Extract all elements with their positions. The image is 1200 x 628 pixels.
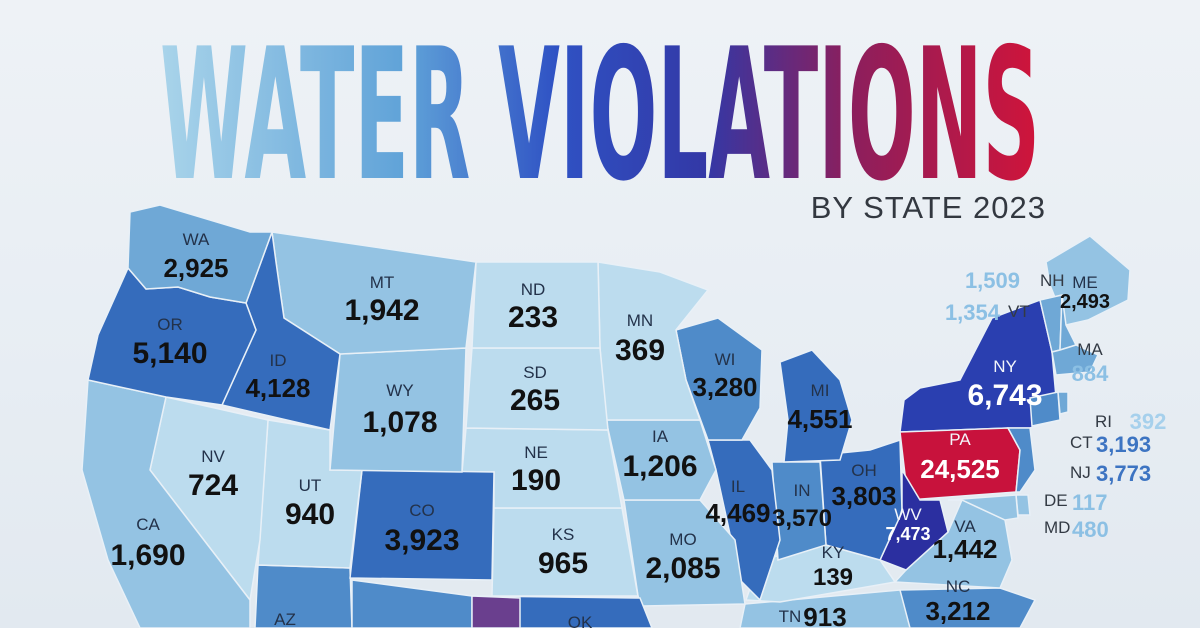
state-ks-label: KS	[552, 525, 575, 544]
state-wy-label: WY	[386, 381, 413, 400]
title: WATER VIOLATIONS	[150, 8, 1050, 221]
state-sd-value: 265	[510, 384, 560, 417]
callout-md-label: MD	[1044, 518, 1070, 537]
callout-vt-value: 1,354	[945, 300, 1001, 325]
state-wy-value: 1,078	[362, 406, 437, 439]
state-ne-label: NE	[524, 443, 548, 462]
callout-nj-label: NJ	[1070, 463, 1091, 482]
state-mo-label: MO	[669, 530, 696, 549]
state-mi-value: 4,551	[787, 404, 852, 434]
state-ky-value: 139	[813, 564, 853, 591]
state-me-label: ME	[1072, 273, 1098, 292]
callout-ct-value: 3,193	[1096, 432, 1151, 457]
state-va-label: VA	[954, 517, 976, 536]
state-wi-label: WI	[715, 350, 736, 369]
subtitle: BY STATE 2023	[810, 190, 1046, 225]
oklahoma-panhandle-shape	[471, 595, 521, 628]
state-nv-label: NV	[201, 447, 225, 466]
state-ny-value: 6,743	[967, 379, 1042, 412]
state-me-value: 2,493	[1060, 291, 1110, 313]
state-az-shape	[254, 564, 353, 628]
state-id-label: ID	[270, 351, 287, 370]
state-wa-value: 2,925	[163, 253, 228, 283]
state-ny-label: NY	[993, 357, 1017, 376]
state-ut-label: UT	[299, 476, 322, 495]
state-sd-label: SD	[523, 363, 547, 382]
state-in-value: 3,570	[772, 505, 832, 532]
state-il-shape	[707, 439, 781, 602]
state-co-label: CO	[409, 501, 435, 520]
massachusetts-shape	[1051, 344, 1100, 376]
title-text: WATER VIOLATIONS	[160, 9, 1040, 193]
state-ks-value: 965	[538, 547, 588, 580]
state-mi-shape	[779, 349, 853, 463]
state-nc-label: NC	[946, 577, 971, 596]
callout-nh-value: 1,509	[965, 268, 1020, 293]
state-nd-value: 233	[508, 301, 558, 334]
state-wa-shape	[127, 204, 274, 304]
state-wi-value: 3,280	[692, 372, 757, 402]
state-wa-label: WA	[183, 230, 210, 249]
state-ne-value: 190	[511, 464, 561, 497]
state-nd-label: ND	[521, 280, 546, 299]
state-az-label: AZ	[274, 610, 296, 628]
state-me-shape	[1045, 235, 1131, 326]
state-ca-value: 1,690	[110, 539, 185, 572]
new-jersey-shape	[1006, 427, 1036, 493]
state-mo-value: 2,085	[645, 552, 720, 585]
callout-md-value: 480	[1072, 517, 1109, 542]
callout-ma-label: MA	[1077, 340, 1103, 359]
state-ia-label: IA	[652, 427, 669, 446]
texas-edge-shape	[351, 579, 473, 628]
state-pa-value: 24,525	[920, 454, 1000, 484]
state-nd-shape	[471, 261, 601, 349]
state-tn-value: 913	[803, 602, 846, 628]
callout-ct-label: CT	[1070, 433, 1093, 452]
state-va-value: 1,442	[932, 534, 997, 564]
state-ia-value: 1,206	[622, 450, 697, 483]
state-or-label: OR	[157, 315, 183, 334]
callout-de-label: DE	[1044, 491, 1068, 510]
state-mn-label: MN	[627, 311, 653, 330]
state-nv-value: 724	[188, 469, 238, 502]
callout-ri-label: RI	[1095, 412, 1112, 431]
state-ca-shape	[81, 379, 251, 628]
state-wv-label: WV	[894, 505, 922, 524]
state-il-label: IL	[731, 477, 745, 496]
callout-ma-value: 884	[1072, 361, 1109, 386]
state-mt-label: MT	[370, 273, 395, 292]
callout-ri-value: 392	[1130, 409, 1167, 434]
connecticut-shape	[1029, 391, 1061, 427]
state-oh-label: OH	[851, 461, 877, 480]
rhode-island-shape	[1057, 391, 1069, 415]
state-in-label: IN	[794, 481, 811, 500]
callout-nh-label: NH	[1040, 271, 1065, 290]
state-oh-value: 3,803	[831, 481, 896, 511]
callout-de-value: 117	[1072, 490, 1108, 515]
state-wv-value: 7,473	[885, 524, 930, 544]
maryland-shape	[947, 494, 1019, 521]
state-ut-value: 940	[285, 498, 335, 531]
state-mn-value: 369	[615, 334, 665, 367]
state-tn-shape	[739, 589, 911, 628]
state-nc-value: 3,212	[925, 596, 990, 626]
state-ky-label: KY	[822, 543, 845, 562]
state-tn-label: TN	[779, 607, 802, 626]
state-co-value: 3,923	[384, 524, 459, 557]
state-mi-label: MI	[811, 381, 830, 400]
state-ok-label: OK	[568, 613, 593, 628]
state-il-value: 4,469	[705, 498, 770, 528]
state-ca-label: CA	[136, 515, 160, 534]
callout-nj-value: 3,773	[1096, 461, 1151, 486]
state-mt-value: 1,942	[344, 294, 419, 327]
state-id-value: 4,128	[245, 373, 310, 403]
state-or-value: 5,140	[132, 337, 207, 370]
callout-vt-label: VT	[1008, 302, 1030, 321]
state-pa-label: PA	[949, 430, 971, 449]
